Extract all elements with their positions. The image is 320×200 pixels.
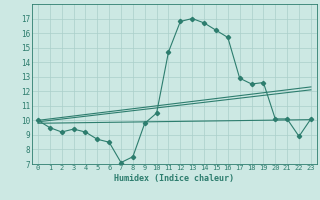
X-axis label: Humidex (Indice chaleur): Humidex (Indice chaleur) xyxy=(115,174,234,183)
